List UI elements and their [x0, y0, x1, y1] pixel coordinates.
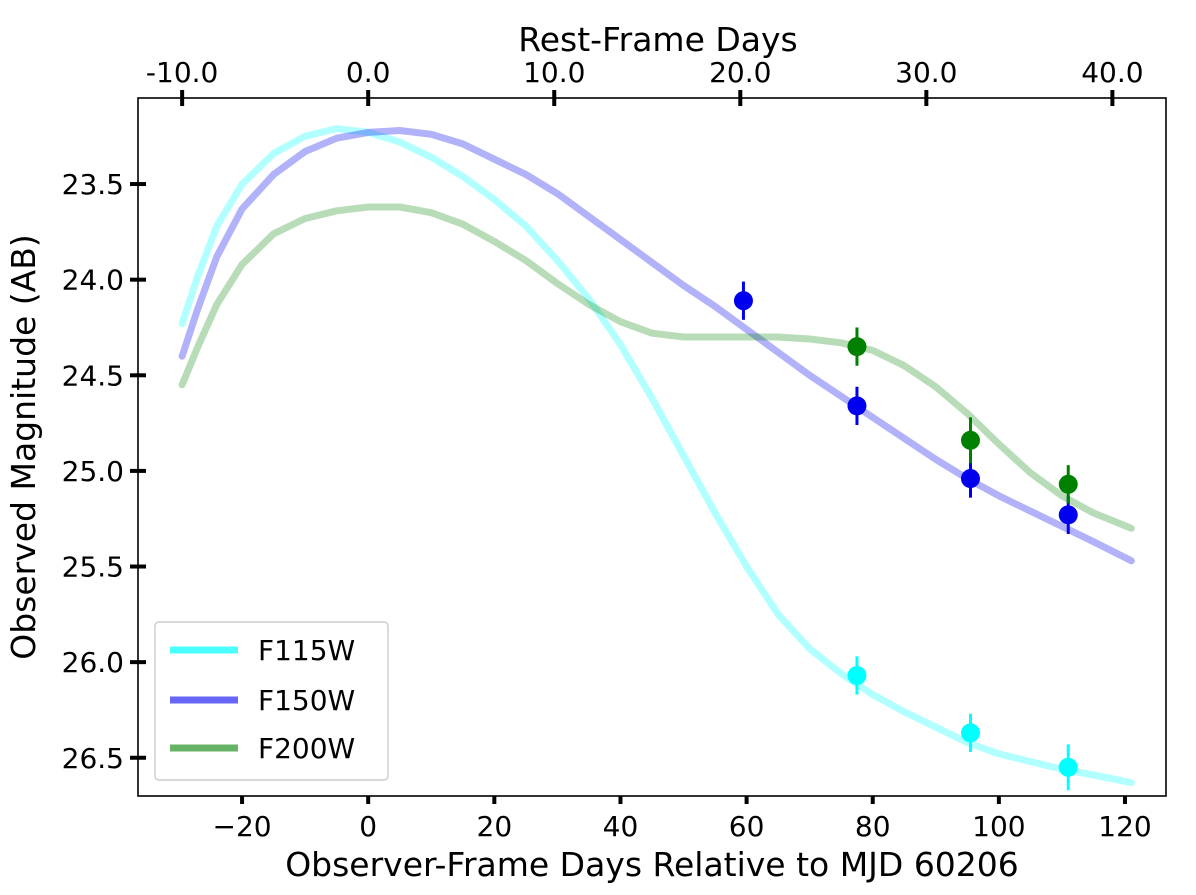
- data-point-f200w: [1058, 474, 1078, 494]
- data-point-f200w: [960, 430, 980, 450]
- top-tick-label: 30.0: [895, 56, 957, 89]
- legend-label-f200w: F200W: [258, 732, 355, 765]
- data-point-f150w: [1058, 505, 1078, 525]
- legend: F115W F150W F200W: [154, 621, 389, 781]
- legend-box: [154, 621, 389, 781]
- left-tick-label: 23.5: [62, 168, 124, 201]
- bottom-tick-label: −20: [213, 810, 272, 843]
- legend-label-f115w: F115W: [258, 634, 355, 667]
- left-tick-label: 26.0: [62, 646, 124, 679]
- plot-frame: [137, 97, 1167, 797]
- left-tick-label: 26.5: [62, 742, 124, 775]
- top-tick-label: -10.0: [146, 56, 218, 89]
- data-point-f150w: [960, 469, 980, 489]
- left-y-axis: 23.5 24.0 24.5 25.0 25.5 26.0 26.5: [62, 168, 146, 775]
- data-point-f115w: [1058, 757, 1078, 777]
- top-tick-label: 20.0: [709, 56, 771, 89]
- left-tick-label: 24.0: [62, 264, 124, 297]
- bottom-tick-label: 80: [855, 810, 891, 843]
- left-tick-label: 24.5: [62, 359, 124, 392]
- top-x-axis: -10.0 0.0 10.0 20.0 30.0 40.0: [146, 56, 1144, 106]
- bottom-tick-label: 120: [1098, 810, 1151, 843]
- top-tick-label: 40.0: [1081, 56, 1143, 89]
- bottom-tick-label: 20: [477, 810, 513, 843]
- data-point-f150w: [847, 396, 867, 416]
- bottom-tick-label: 40: [603, 810, 639, 843]
- top-tick-label: 0.0: [346, 56, 391, 89]
- observed-points: [733, 281, 1078, 791]
- bottom-x-axis: −20 0 20 40 60 80 100 120: [213, 796, 1152, 843]
- y-axis-title: Observed Magnitude (AB): [4, 234, 43, 660]
- top-tick-label: 10.0: [523, 56, 585, 89]
- curve-f200w: [178, 203, 1135, 532]
- bottom-tick-label: 60: [729, 810, 765, 843]
- bottom-tick-label: 100: [972, 810, 1025, 843]
- data-point-f115w: [847, 666, 867, 686]
- data-point-f200w: [847, 337, 867, 357]
- data-point-f115w: [960, 723, 980, 743]
- data-point-f150w: [733, 291, 753, 311]
- left-tick-label: 25.0: [62, 455, 124, 488]
- left-tick-label: 25.5: [62, 551, 124, 584]
- curve-f115w: [178, 125, 1135, 787]
- legend-label-f150w: F150W: [258, 684, 355, 717]
- top-x-axis-title: Rest-Frame Days: [518, 20, 797, 59]
- bottom-tick-label: 0: [359, 810, 377, 843]
- x-axis-title: Observer-Frame Days Relative to MJD 6020…: [285, 845, 1019, 884]
